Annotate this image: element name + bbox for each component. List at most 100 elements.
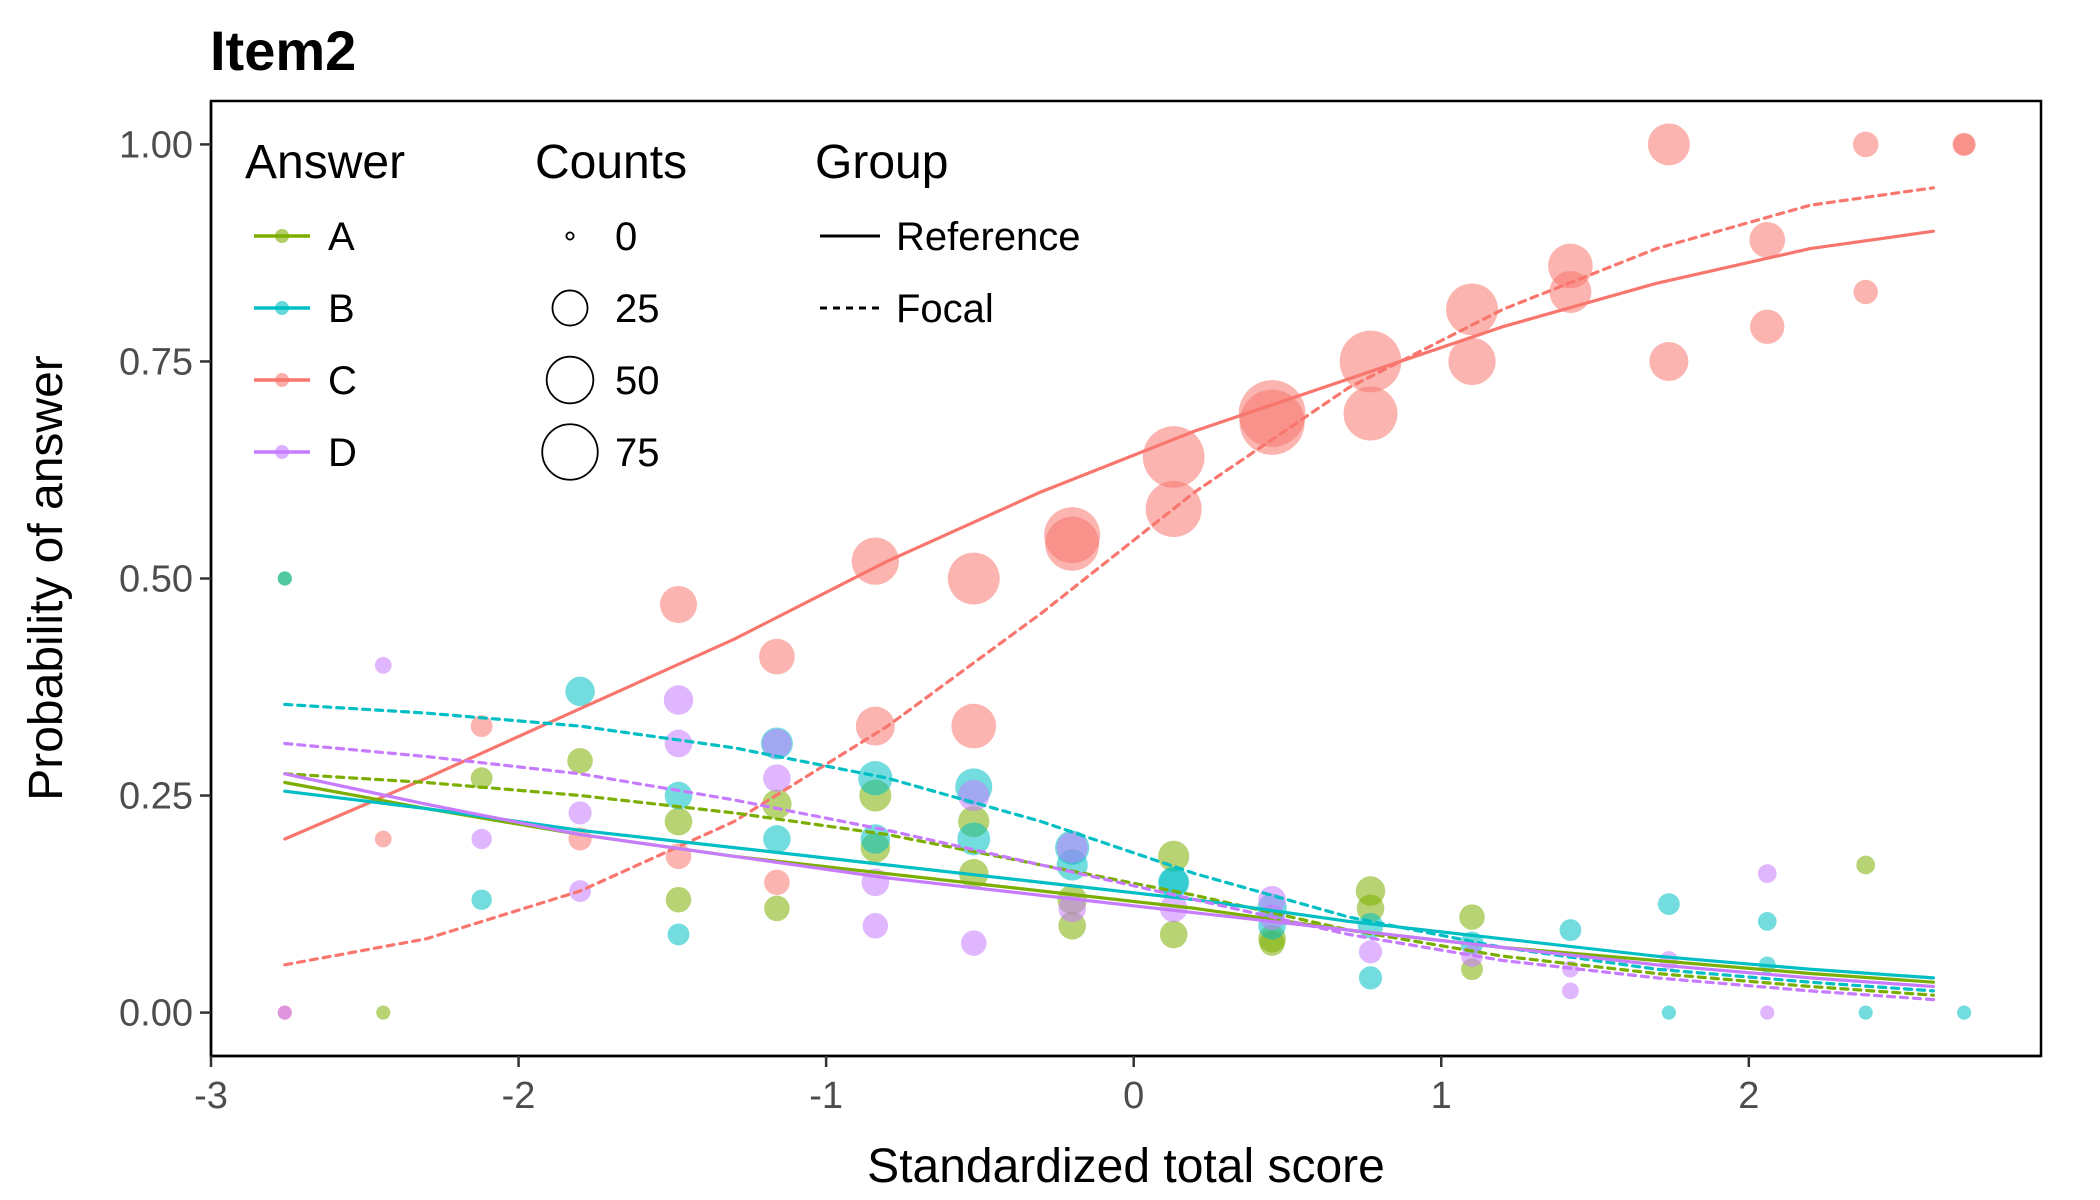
point-B-73	[1358, 966, 1383, 990]
point-D-104	[1757, 864, 1777, 884]
x-tick-label-1: -2	[502, 1075, 536, 1117]
point-B-75	[1559, 919, 1582, 942]
panel-border	[209, 99, 2043, 1058]
legend-count-label-75: 75	[615, 431, 660, 475]
legend-count-entries: 0 25 50 75	[541, 215, 660, 481]
point-B-59	[667, 923, 690, 946]
point-B-81	[1957, 1005, 1972, 1020]
point-D-95	[1056, 832, 1088, 864]
x-tick-label-2: -1	[809, 1075, 843, 1117]
point-D-90	[763, 764, 791, 792]
point-C-29	[1853, 279, 1878, 305]
x-axis: -3 -2 -1 0 1 2	[194, 1054, 2041, 1117]
point-B-56	[471, 889, 492, 910]
legend-group-label-reference: Reference	[896, 215, 1081, 259]
legend-answer-title: Answer	[245, 136, 405, 189]
point-D-84	[471, 828, 492, 850]
point-D-83	[374, 656, 392, 674]
curve-C-focal	[283, 186, 1935, 967]
x-tick-label-4: 1	[1431, 1075, 1452, 1117]
point-C-2	[470, 715, 493, 738]
chart-curves	[283, 186, 1935, 1002]
point-B-77	[1757, 912, 1777, 931]
legend-answer-dot-B	[275, 301, 289, 315]
legend-answer-label-D: D	[328, 431, 357, 475]
x-tick-label-3: 0	[1123, 1075, 1144, 1117]
legend-group-title: Group	[815, 136, 948, 189]
point-D-100	[1358, 940, 1383, 964]
x-axis-label: Standardized total score	[867, 1140, 1385, 1193]
point-C-6	[759, 638, 795, 675]
point-A-35	[567, 748, 593, 774]
point-D-82	[277, 1005, 292, 1020]
legend-counts-title: Counts	[535, 136, 687, 189]
point-B-80	[1858, 1005, 1873, 1020]
y-tick-label-3: 0.75	[119, 341, 193, 383]
legend-count-circle-0	[565, 231, 575, 241]
y-tick-label-2: 0.50	[119, 559, 193, 601]
point-A-34	[470, 767, 493, 790]
point-A-33	[376, 1005, 391, 1020]
point-C-26	[1749, 222, 1786, 258]
point-A-52	[1459, 904, 1485, 930]
legend-answer-dot-A	[275, 229, 289, 243]
point-C-1	[374, 830, 392, 848]
point-A-38	[762, 789, 792, 819]
point-D-94	[960, 930, 987, 956]
x-tick-label-5: 2	[1738, 1075, 1759, 1117]
point-C-4	[659, 586, 698, 624]
point-D-88	[664, 729, 693, 758]
point-C-24	[1647, 123, 1690, 166]
legend-answer-dot-C	[275, 373, 289, 387]
chart-title: Item2	[210, 19, 356, 82]
legend-group-entries: Reference Focal	[820, 215, 1081, 331]
legend-answer-dot-D	[275, 445, 289, 459]
point-B-76	[1657, 893, 1680, 915]
point-A-54	[1856, 855, 1876, 875]
point-C-19	[1343, 386, 1398, 441]
point-C-17	[1239, 389, 1305, 455]
point-C-10	[947, 552, 1000, 605]
y-tick-label-4: 1.00	[119, 124, 193, 166]
curve-B-reference	[283, 789, 1935, 980]
y-tick-label-1: 0.25	[119, 776, 193, 818]
point-C-11	[951, 703, 997, 749]
point-B-62	[858, 761, 893, 796]
point-C-13	[1045, 516, 1100, 571]
point-C-20	[1446, 283, 1498, 336]
legend-count-circle-50	[545, 355, 595, 405]
legend-count-label-25: 25	[615, 287, 660, 331]
legend-answer-label-C: C	[328, 359, 357, 403]
point-C-28	[1852, 131, 1879, 158]
point-D-102	[1562, 982, 1579, 1000]
point-B-61	[763, 825, 791, 853]
point-C-7	[764, 869, 790, 896]
point-C-27	[1750, 309, 1785, 344]
point-D-85	[568, 801, 592, 825]
curve-D-reference	[283, 772, 1935, 989]
plot-panel	[209, 99, 2043, 1058]
point-D-92	[862, 913, 889, 939]
curve-C-reference	[283, 229, 1935, 841]
legend-count-label-0: 0	[615, 215, 637, 259]
legend-count-label-50: 50	[615, 359, 660, 403]
curve-B-focal	[283, 702, 1935, 993]
legend-group-label-focal: Focal	[896, 287, 994, 331]
point-A-37	[665, 886, 692, 913]
point-C-14	[1142, 426, 1205, 488]
point-D-105	[1760, 1005, 1775, 1020]
point-D-89	[762, 728, 792, 759]
point-B-57	[565, 676, 595, 707]
point-C-25	[1649, 341, 1689, 381]
point-C-21	[1448, 337, 1496, 386]
legend-answer-label-A: A	[328, 215, 355, 259]
point-C-18	[1339, 330, 1402, 393]
point-A-36	[664, 807, 693, 836]
point-B-55	[277, 571, 292, 586]
x-tick-label-0: -3	[194, 1075, 228, 1117]
point-D-87	[663, 685, 694, 715]
curve-D-focal	[283, 741, 1935, 1002]
